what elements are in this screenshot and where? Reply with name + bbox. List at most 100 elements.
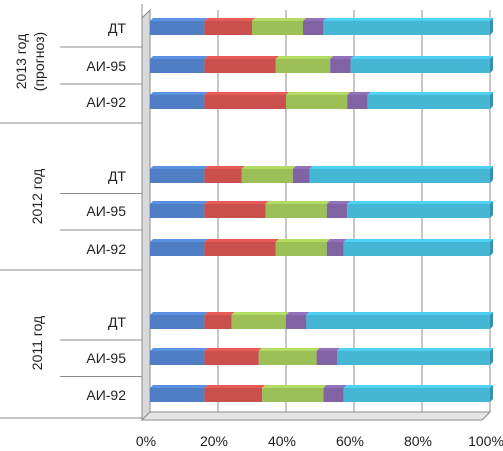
bar-segment bbox=[367, 95, 490, 109]
bar-segment-top bbox=[150, 385, 208, 388]
side-wall bbox=[141, 8, 151, 422]
bar-segment bbox=[204, 95, 286, 109]
bar-segment bbox=[323, 21, 490, 35]
bar-segment-top bbox=[306, 312, 493, 315]
bar-segment bbox=[330, 59, 351, 73]
bar-segment-top bbox=[323, 385, 347, 388]
x-tick-label: 80% bbox=[404, 433, 432, 449]
bar-segment-top bbox=[204, 166, 245, 169]
bar-segment bbox=[204, 242, 276, 256]
bar-segment bbox=[204, 21, 252, 35]
bar-segment-top bbox=[204, 56, 279, 59]
bar-segment bbox=[204, 315, 232, 329]
row-label: АИ-92 bbox=[86, 387, 126, 403]
bar-segment bbox=[326, 242, 344, 256]
row-label: ДТ bbox=[108, 20, 126, 36]
bar-segment bbox=[306, 315, 490, 329]
bar-segment-top bbox=[241, 166, 296, 169]
bar-segment bbox=[150, 59, 205, 73]
bar-segment-top bbox=[326, 239, 347, 242]
bar-segment-top bbox=[330, 56, 354, 59]
bars bbox=[150, 18, 493, 402]
bar-segment bbox=[150, 388, 205, 402]
bar-segment-top bbox=[303, 18, 327, 21]
bar-segment-top bbox=[204, 348, 262, 351]
bar-segment bbox=[204, 169, 242, 183]
bar-segment bbox=[265, 204, 327, 218]
bar-segment bbox=[303, 21, 324, 35]
bar-segment bbox=[150, 169, 205, 183]
bar-segment bbox=[150, 242, 205, 256]
bar-segment bbox=[343, 242, 490, 256]
bar-segment bbox=[150, 351, 205, 365]
bar-segment-top bbox=[343, 239, 493, 242]
row-label: АИ-95 bbox=[86, 58, 126, 74]
bar-segment bbox=[316, 351, 337, 365]
bar-end-cap bbox=[490, 201, 493, 218]
bar-segment bbox=[337, 351, 490, 365]
bar-segment-top bbox=[265, 201, 330, 204]
bar-end-cap bbox=[490, 56, 493, 73]
bar-segment-top bbox=[367, 92, 493, 95]
row-label: АИ-92 bbox=[86, 94, 126, 110]
bar-segment-top bbox=[292, 166, 313, 169]
row-label: АИ-95 bbox=[86, 203, 126, 219]
bar-segment bbox=[309, 169, 490, 183]
bar-segment-top bbox=[150, 18, 208, 21]
bar-segment bbox=[347, 95, 368, 109]
bar-segment bbox=[252, 21, 303, 35]
x-tick-label: 40% bbox=[268, 433, 296, 449]
bar-segment-top bbox=[204, 92, 289, 95]
bar-segment-top bbox=[275, 239, 330, 242]
bar-segment bbox=[258, 351, 317, 365]
plot-frame bbox=[0, 4, 492, 422]
bar-segment-top bbox=[337, 348, 493, 351]
bar-segment-top bbox=[316, 348, 340, 351]
bar-segment bbox=[275, 242, 327, 256]
bar-segment-top bbox=[286, 312, 310, 315]
bar-segment-top bbox=[150, 92, 208, 95]
row-label: АИ-92 bbox=[86, 241, 126, 257]
x-tick-label: 100% bbox=[468, 433, 503, 449]
bar-segment-top bbox=[258, 348, 320, 351]
bar-segment bbox=[150, 21, 205, 35]
bar-segment-top bbox=[204, 18, 255, 21]
bar-segment bbox=[347, 204, 490, 218]
bar-segment-top bbox=[286, 92, 351, 95]
bar-end-cap bbox=[490, 348, 493, 365]
bar-segment-top bbox=[204, 312, 235, 315]
x-axis-ticks: 0% 20% 40% 60% 80% 100% bbox=[136, 433, 503, 449]
bar-segment bbox=[204, 351, 259, 365]
bar-segment bbox=[241, 169, 293, 183]
row-label: ДТ bbox=[108, 168, 126, 184]
bar-segment-top bbox=[326, 201, 351, 204]
row-label: ДТ bbox=[108, 314, 126, 330]
bar-segment bbox=[326, 204, 348, 218]
bar-segment-top bbox=[309, 166, 493, 169]
bar-segment-top bbox=[150, 239, 208, 242]
bar-segment-top bbox=[350, 56, 493, 59]
bar-segment-top bbox=[150, 201, 208, 204]
bar-segment-top bbox=[150, 312, 208, 315]
bar-segment bbox=[204, 204, 266, 218]
bar-segment bbox=[150, 315, 205, 329]
x-tick-label: 60% bbox=[336, 433, 364, 449]
x-tick-label: 0% bbox=[136, 433, 156, 449]
bar-segment-top bbox=[347, 92, 371, 95]
bar-segment bbox=[350, 59, 490, 73]
bar-segment bbox=[286, 315, 307, 329]
bar-segment bbox=[275, 59, 331, 73]
bar-segment-top bbox=[275, 56, 334, 59]
bar-segment-top bbox=[231, 312, 289, 315]
bar-segment bbox=[231, 315, 286, 329]
bar-segment bbox=[204, 59, 276, 73]
bar-segment bbox=[292, 169, 310, 183]
floor bbox=[140, 411, 492, 421]
row-label: АИ-95 bbox=[86, 350, 126, 366]
bar-segment-top bbox=[343, 385, 493, 388]
group-label: 2013 год (прогноз) bbox=[13, 32, 47, 91]
bar-segment-top bbox=[347, 201, 493, 204]
bar-segment-top bbox=[204, 201, 269, 204]
bar-segment bbox=[150, 204, 205, 218]
